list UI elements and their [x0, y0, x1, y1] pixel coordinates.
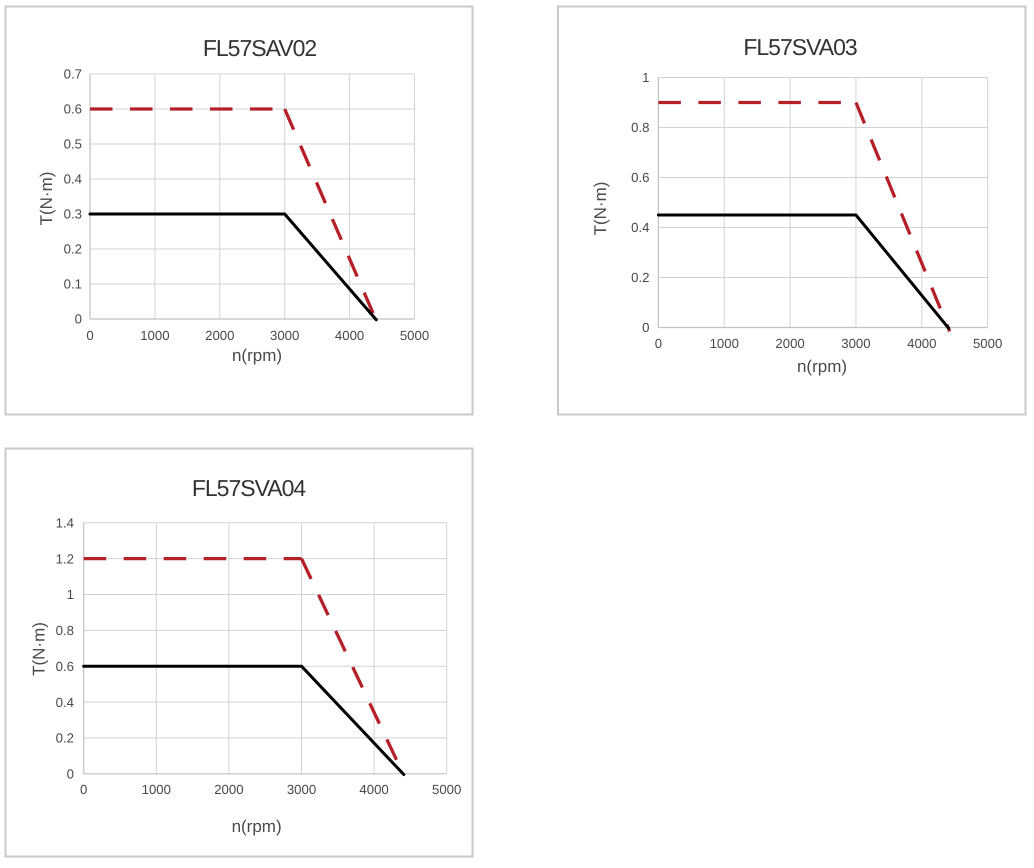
svg-text:0.4: 0.4 [631, 220, 649, 235]
svg-text:3000: 3000 [270, 328, 299, 343]
svg-text:0.6: 0.6 [64, 102, 82, 117]
svg-text:0: 0 [75, 312, 82, 327]
svg-text:3000: 3000 [287, 782, 316, 797]
svg-text:0: 0 [642, 320, 649, 335]
svg-text:2000: 2000 [775, 336, 804, 351]
svg-text:T(N·m): T(N·m) [37, 172, 56, 226]
svg-text:1: 1 [642, 70, 649, 85]
svg-text:1.2: 1.2 [56, 551, 74, 566]
svg-text:0.2: 0.2 [56, 731, 74, 746]
svg-text:0: 0 [86, 328, 93, 343]
svg-text:4000: 4000 [907, 336, 936, 351]
svg-text:2000: 2000 [214, 782, 243, 797]
svg-text:5000: 5000 [973, 336, 1002, 351]
svg-text:T(N·m): T(N·m) [30, 622, 49, 676]
svg-text:T(N·m): T(N·m) [591, 182, 610, 236]
svg-text:FL57SVA04: FL57SVA04 [192, 475, 307, 501]
svg-text:1000: 1000 [140, 328, 169, 343]
svg-text:3000: 3000 [841, 336, 870, 351]
svg-text:0.2: 0.2 [64, 242, 82, 257]
svg-text:0.2: 0.2 [631, 270, 649, 285]
svg-text:0: 0 [67, 767, 74, 782]
svg-text:0.5: 0.5 [64, 137, 82, 152]
svg-text:1: 1 [67, 587, 74, 602]
svg-text:2000: 2000 [205, 328, 234, 343]
svg-text:1000: 1000 [142, 782, 171, 797]
svg-text:FL57SVA03: FL57SVA03 [743, 34, 857, 60]
svg-text:5000: 5000 [432, 782, 461, 797]
svg-text:1000: 1000 [710, 336, 739, 351]
svg-text:0.3: 0.3 [64, 207, 82, 222]
svg-text:n(rpm): n(rpm) [232, 817, 282, 836]
svg-text:0.8: 0.8 [56, 623, 74, 638]
svg-text:4000: 4000 [335, 328, 364, 343]
svg-text:0.6: 0.6 [631, 170, 649, 185]
svg-text:0.4: 0.4 [64, 172, 82, 187]
svg-text:0: 0 [655, 336, 662, 351]
svg-text:1.4: 1.4 [56, 515, 74, 530]
svg-text:n(rpm): n(rpm) [232, 346, 282, 365]
svg-text:5000: 5000 [400, 328, 429, 343]
svg-text:0.1: 0.1 [64, 277, 82, 292]
svg-text:FL57SAV02: FL57SAV02 [203, 35, 317, 61]
svg-text:4000: 4000 [359, 782, 388, 797]
svg-text:n(rpm): n(rpm) [797, 357, 847, 376]
svg-text:0.4: 0.4 [56, 695, 74, 710]
svg-text:0.7: 0.7 [64, 67, 82, 82]
svg-text:0.6: 0.6 [56, 659, 74, 674]
svg-text:0: 0 [80, 782, 87, 797]
svg-text:0.8: 0.8 [631, 120, 649, 135]
